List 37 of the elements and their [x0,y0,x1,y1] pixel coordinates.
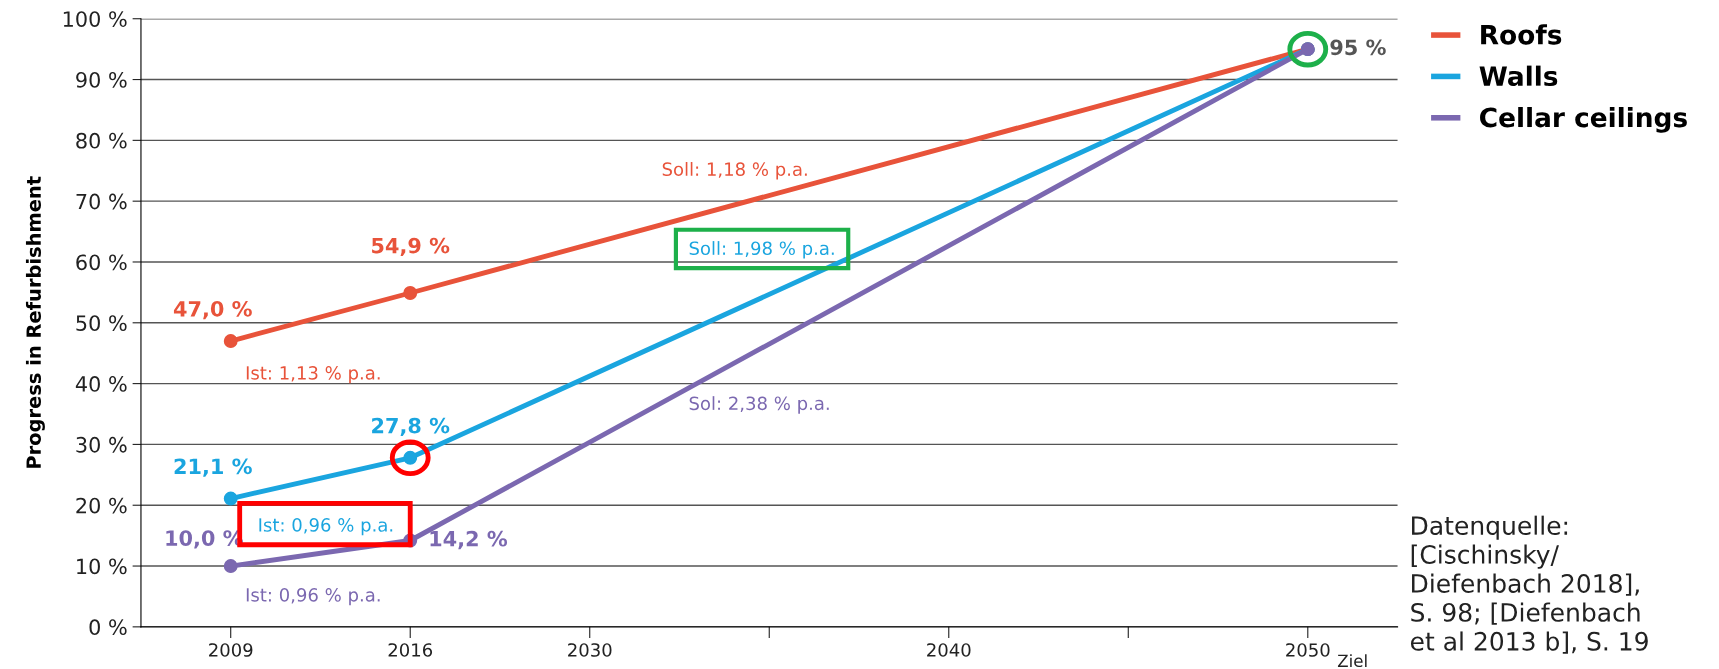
annotation: Ist: 0,96 % p.a. [246,588,380,606]
point [223,559,238,573]
legend-label: Walls [1479,65,1558,87]
y-tick-label: 30 % [76,436,127,453]
annotation: Soll: 1,18 % p.a. [662,162,807,180]
annotation: Soll: 1,98 % p.a. [689,241,834,259]
point [403,286,418,300]
x-tick-label: 2040 [927,643,971,657]
x-tick-label: 2030 [568,643,612,657]
y-tick-label: 60 % [76,254,127,271]
annotation: 95 % [1330,39,1386,56]
annotation: 47,0 % [173,300,252,320]
annotation: 27,8 % [372,417,450,437]
legend-label: Cellar ceilings [1480,106,1687,133]
point [223,334,238,348]
y-axis-title: Progress in Refurbishment [25,176,45,468]
text: Ziel [1337,654,1367,668]
annotation: Sol: 2,38 % p.a. [689,396,829,414]
y-tick-label: 80 % [76,132,127,149]
y-tick-label: 100 % [63,11,127,27]
y-tick-label: 40 % [75,376,127,392]
y-tick-label: 70 % [76,193,127,210]
annotation: 14,2 % [430,530,508,550]
annotation: 54,9 % [372,237,450,257]
x-tick-label: 2016 [388,643,433,657]
y-tick-label: 0 % [89,619,127,636]
y-tick-label: 10 % [77,558,127,575]
y-tick-label: 50 % [76,315,127,331]
y-tick-label: 20 % [76,497,127,514]
annotation: Ist: 1,13 % p.a. [246,366,380,384]
x-tick-label: 2009 [209,643,253,657]
text: Datenquelle: [Cischinsky/ Diefenbach 2018], S. 98; [Diefenbach et al 2013 b], S. 19 [1410,515,1648,654]
legend-label: Roofs [1481,24,1562,45]
annotation: Ist: 0,96 % p.a. [259,518,393,536]
y-tick-label: 90 % [76,72,127,88]
annotation: 21,1 % [174,458,252,477]
x-tick-label: 2050 [1286,643,1330,657]
